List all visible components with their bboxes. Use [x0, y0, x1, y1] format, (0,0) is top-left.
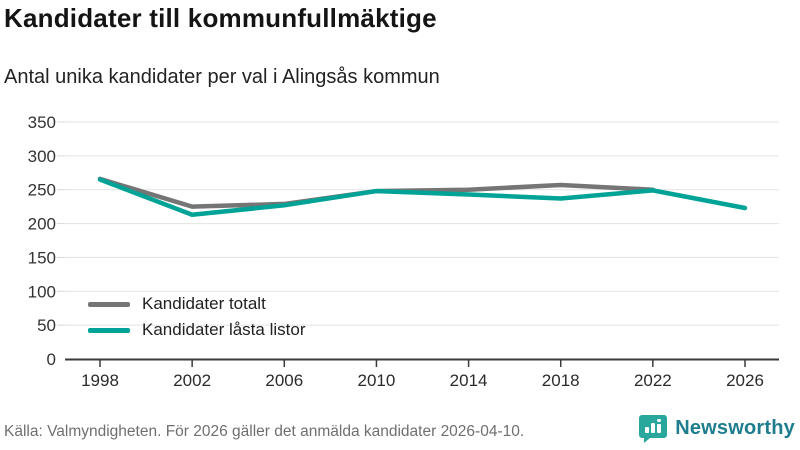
- x-tick-label: 2002: [173, 371, 211, 390]
- y-axis-labels: 0 50 100 150 200 250 300 350: [28, 113, 56, 369]
- x-tick-label: 2014: [450, 371, 488, 390]
- newsworthy-bubble-chart-icon: [639, 415, 668, 443]
- x-tick-label: 2010: [358, 371, 396, 390]
- y-tick-label: 300: [28, 147, 56, 166]
- x-tick-label: 2022: [634, 371, 672, 390]
- y-tick-label: 200: [28, 215, 56, 234]
- y-tick-label: 0: [47, 350, 56, 369]
- chart-subtitle: Antal unika kandidater per val i Alingså…: [4, 66, 440, 88]
- chart-footer: Källa: Valmyndigheten. För 2026 gäller d…: [4, 414, 795, 443]
- line-chart: 0 50 100 150 200 250 300 350 1998 2002 2006 2010 201…: [0, 105, 800, 405]
- x-tick-label: 2026: [726, 371, 764, 390]
- x-axis: [65, 358, 779, 367]
- page-title: Kandidater till kommunfullmäktige: [4, 3, 437, 33]
- y-tick-label: 150: [28, 248, 56, 267]
- y-tick-label: 250: [28, 181, 56, 200]
- newsworthy-logo: Newsworthy: [638, 414, 795, 443]
- x-tick-label: 1998: [81, 371, 119, 390]
- legend-label-locked: Kandidater låsta listor: [142, 320, 306, 339]
- y-tick-label: 50: [37, 316, 56, 335]
- source-note: Källa: Valmyndigheten. För 2026 gäller d…: [4, 423, 525, 440]
- chart-legend: Kandidater totalt Kandidater låsta listo…: [88, 291, 305, 343]
- y-tick-label: 350: [28, 113, 56, 132]
- legend-item-locked: Kandidater låsta listor: [88, 317, 305, 343]
- brand-name: Newsworthy: [675, 417, 795, 439]
- series-line-1: [97, 177, 748, 218]
- chart-canvas: 0 50 100 150 200 250 300 350 1998 2002 2006 2010 201…: [28, 113, 779, 390]
- y-tick-label: 100: [28, 282, 56, 301]
- x-tick-label: 2006: [265, 371, 303, 390]
- x-tick-label: 2018: [542, 371, 580, 390]
- legend-swatch-locked: [88, 327, 130, 333]
- legend-swatch-total: [88, 301, 130, 307]
- legend-item-total: Kandidater totalt: [88, 291, 305, 317]
- x-axis-labels: 1998 2002 2006 2010 2014 2018 2022 2026: [81, 371, 764, 390]
- legend-label-total: Kandidater totalt: [142, 294, 266, 313]
